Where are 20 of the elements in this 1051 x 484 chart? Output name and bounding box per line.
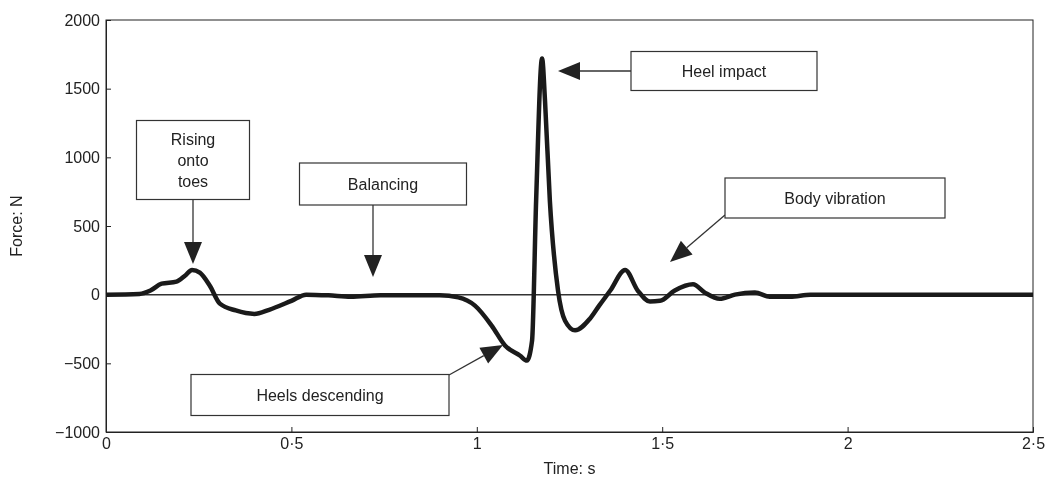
y-tick-label: 1500	[64, 80, 101, 98]
annotation: Heel impact	[681, 63, 767, 80]
x-tick-label: 0	[102, 435, 112, 453]
x-tick-label: 1·5	[651, 435, 675, 453]
x-tick-label: 2·5	[1021, 435, 1046, 453]
x-tick-label: 1	[472, 435, 482, 453]
annotation: Balancing	[347, 176, 419, 193]
y-tick-label: −1000	[55, 423, 101, 441]
y-tick-label: 1000	[64, 148, 101, 166]
y-tick-label: 2000	[64, 11, 101, 29]
y-tick-label: 0	[91, 286, 101, 304]
x-tick-label: 2	[843, 435, 853, 453]
x-tick-label: 0·5	[280, 435, 304, 453]
annotation: Body vibration	[784, 190, 886, 207]
y-axis-title: Force: N	[8, 195, 25, 257]
x-axis-title: Time: s	[543, 460, 596, 477]
y-tick-label: 500	[73, 217, 101, 235]
annotation: Heels descending	[256, 387, 384, 404]
annotation: Rising onto toes	[170, 131, 216, 190]
y-tick-label: −500	[63, 354, 101, 372]
